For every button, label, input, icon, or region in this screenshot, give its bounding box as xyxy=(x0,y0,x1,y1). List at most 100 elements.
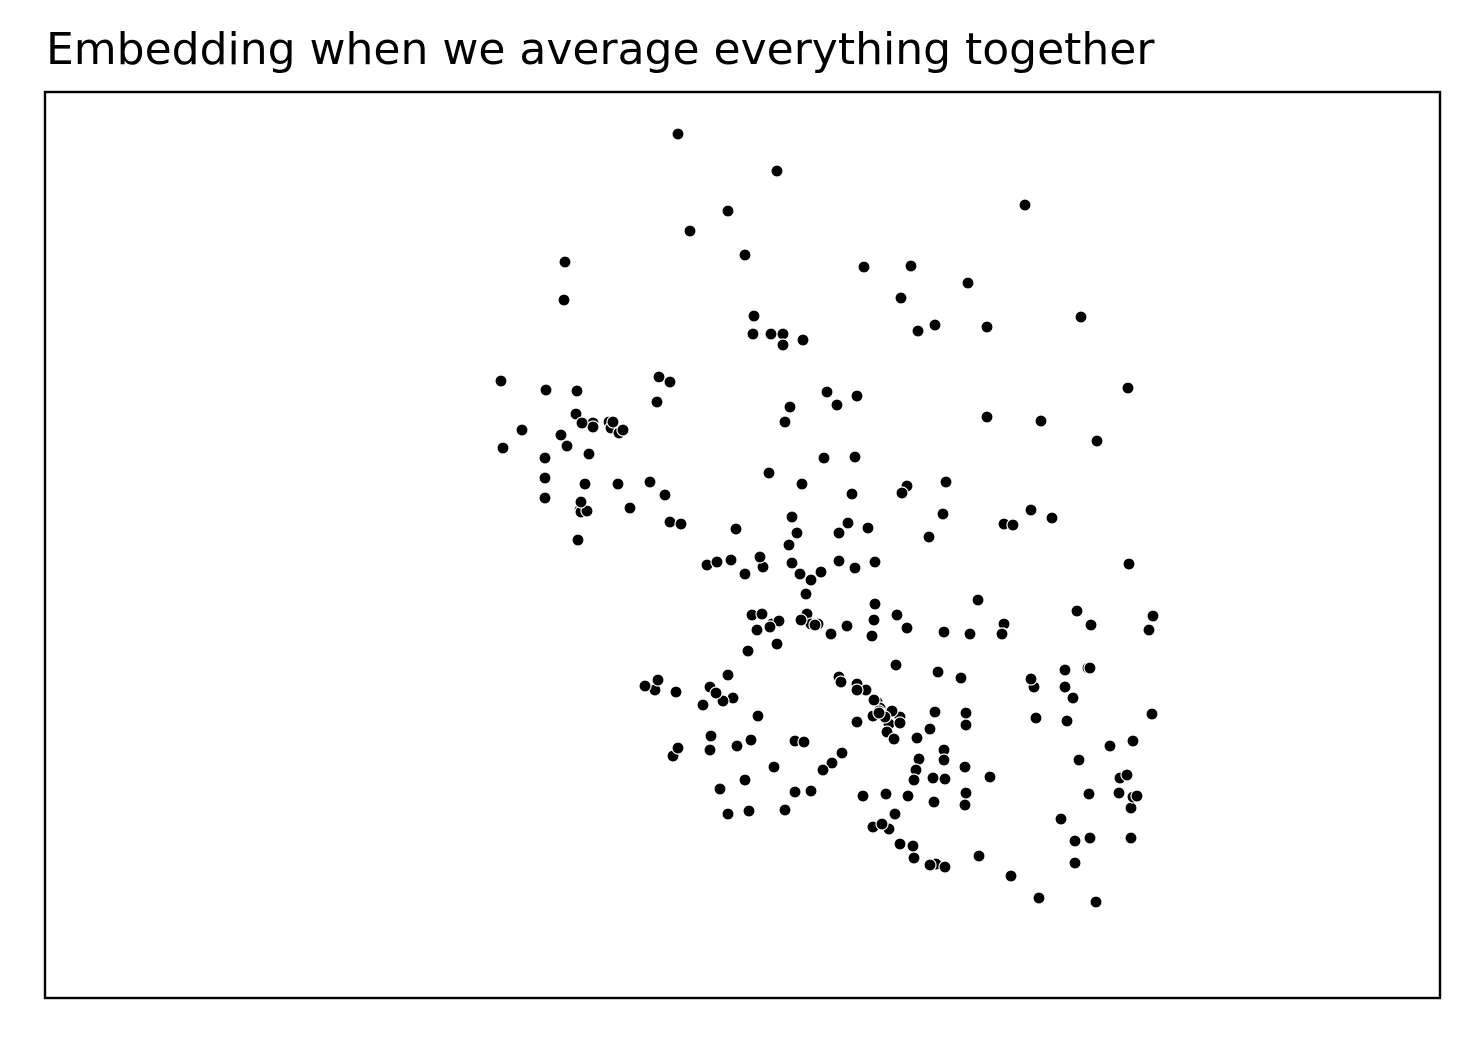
scatter-point xyxy=(582,447,596,461)
scatter-point xyxy=(713,782,727,796)
scatter-point xyxy=(611,477,625,491)
scatter-point xyxy=(912,752,926,766)
scatter-point xyxy=(1018,198,1032,212)
scatter-point xyxy=(835,746,849,760)
scatter-point xyxy=(606,415,620,429)
scatter-point xyxy=(570,384,584,398)
scatter-point xyxy=(923,722,937,736)
scatter-point xyxy=(515,423,529,437)
scatter-point xyxy=(820,385,834,399)
scatter-point xyxy=(1058,680,1072,694)
scatter-point xyxy=(1072,753,1086,767)
scatter-point xyxy=(782,538,796,552)
scatter-point xyxy=(890,608,904,622)
scatter-point xyxy=(936,507,950,521)
scatter-point xyxy=(804,573,818,587)
scatter-point xyxy=(783,400,797,414)
chart-title: Embedding when we average everything tog… xyxy=(46,24,1155,75)
scatter-point xyxy=(1074,310,1088,324)
scatter-point xyxy=(643,475,657,489)
scatter-point xyxy=(861,521,875,535)
scatter-point xyxy=(494,374,508,388)
scatter-point xyxy=(1068,834,1082,848)
scatter-point xyxy=(738,248,752,262)
scatter-point xyxy=(983,770,997,784)
scatter-point xyxy=(710,555,724,569)
scatter-point xyxy=(1120,768,1134,782)
scatter-point xyxy=(763,620,777,634)
scatter-point xyxy=(554,428,568,442)
scatter-point xyxy=(958,798,972,812)
scatter-point xyxy=(1124,831,1138,845)
scatter-point xyxy=(922,530,936,544)
scatter-point xyxy=(808,618,822,632)
scatter-point xyxy=(770,637,784,651)
scatter-point xyxy=(793,567,807,581)
scatter-point xyxy=(794,613,808,627)
scatter-point xyxy=(850,389,864,403)
scatter-point xyxy=(937,625,951,639)
scatter-point xyxy=(746,327,760,341)
scatter-point xyxy=(1142,623,1156,637)
scatter-point xyxy=(586,420,600,434)
scatter-point xyxy=(696,698,710,712)
scatter-point xyxy=(850,683,864,697)
scatter-point xyxy=(1024,503,1038,517)
scatter-point xyxy=(856,789,870,803)
scatter-point xyxy=(867,693,881,707)
scatter-point xyxy=(927,795,941,809)
scatter-point xyxy=(747,309,761,323)
scatter-point xyxy=(724,553,738,567)
scatter-point xyxy=(814,565,828,579)
scatter-point xyxy=(1103,739,1117,753)
scatter-point xyxy=(857,260,871,274)
scatter-point xyxy=(895,486,909,500)
scatter-point xyxy=(674,517,688,531)
scatter-point xyxy=(1090,434,1104,448)
scatter-point xyxy=(574,495,588,509)
scatter-point xyxy=(1130,789,1144,803)
scatter-point xyxy=(538,471,552,485)
scatter-point xyxy=(703,743,717,757)
scatter-point xyxy=(928,705,942,719)
scatter-point xyxy=(1121,381,1135,395)
scatter-point xyxy=(1112,786,1126,800)
scatter-point xyxy=(730,739,744,753)
scatter-point xyxy=(1032,891,1046,905)
scatter-point xyxy=(958,760,972,774)
scatter-point xyxy=(939,475,953,489)
scatter-point xyxy=(817,451,831,465)
scatter-point xyxy=(729,522,743,536)
scatter-point xyxy=(848,450,862,464)
scatter-point xyxy=(832,526,846,540)
scatter-point xyxy=(961,276,975,290)
scatter-point xyxy=(879,787,893,801)
scatter-point xyxy=(1034,414,1048,428)
scatter-point xyxy=(751,709,765,723)
scatter-point xyxy=(893,716,907,730)
scatter-point xyxy=(1024,672,1038,686)
scatter-point xyxy=(538,491,552,505)
scatter-point xyxy=(834,675,848,689)
scatter-point xyxy=(923,858,937,872)
scatter-point xyxy=(1082,787,1096,801)
scatter-point xyxy=(721,204,735,218)
scatter-point xyxy=(764,327,778,341)
scatter-point xyxy=(894,291,908,305)
scatter-point xyxy=(1004,869,1018,883)
scatter-point xyxy=(704,729,718,743)
scatter-point xyxy=(776,327,790,341)
scatter-point xyxy=(663,375,677,389)
scatter-point xyxy=(578,477,592,491)
scatter-point xyxy=(875,817,889,831)
scatter-point xyxy=(867,613,881,627)
scatter-point xyxy=(824,627,838,641)
scatter-point xyxy=(575,416,589,430)
scatter-point xyxy=(830,398,844,412)
plot-area-frame xyxy=(43,90,1442,1000)
scatter-point xyxy=(795,477,809,491)
scatter-point xyxy=(638,679,652,693)
scatter-point xyxy=(755,607,769,621)
scatter-point xyxy=(652,370,666,384)
scatter-point xyxy=(804,784,818,798)
